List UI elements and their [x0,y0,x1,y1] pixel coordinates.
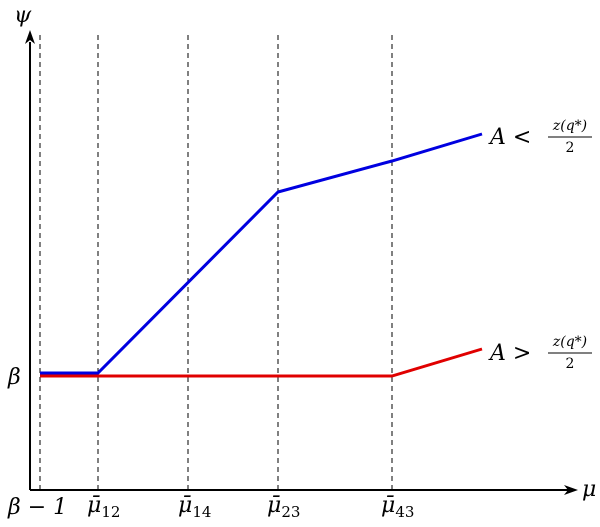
red-label-lhs: A > [488,341,531,366]
blue-label-numerator: z(q*) [552,118,587,134]
x-axis-label: μ [582,477,596,502]
x-tick-mu43: μ̄43 [381,493,414,521]
x-tick-mu12: μ̄12 [87,493,120,521]
y-tick-beta: β [7,365,21,390]
blue-curve-label: A < z(q*) 2 [488,118,592,156]
red-label-numerator: z(q*) [552,334,587,350]
red-label-denominator: 2 [566,356,575,372]
vertical-guides [39,35,393,490]
blue-label-lhs: A < [488,125,531,150]
x-axis-arrowhead [564,485,578,495]
red-curve [40,347,483,378]
x-tick-mu23: μ̄23 [267,493,300,521]
blue-curve [40,132,483,375]
red-curve-label: A > z(q*) 2 [488,334,592,372]
x-tick-mu14: μ̄14 [178,493,211,521]
y-axis-label: ψ [14,3,32,28]
x-tick-labels: β − 1 μ̄12 μ̄14 μ̄23 μ̄43 [7,493,414,521]
x-tick-beta-minus-1: β − 1 [7,495,67,520]
y-axis-arrowhead [25,30,35,44]
axes [29,42,568,491]
blue-label-denominator: 2 [566,140,575,156]
